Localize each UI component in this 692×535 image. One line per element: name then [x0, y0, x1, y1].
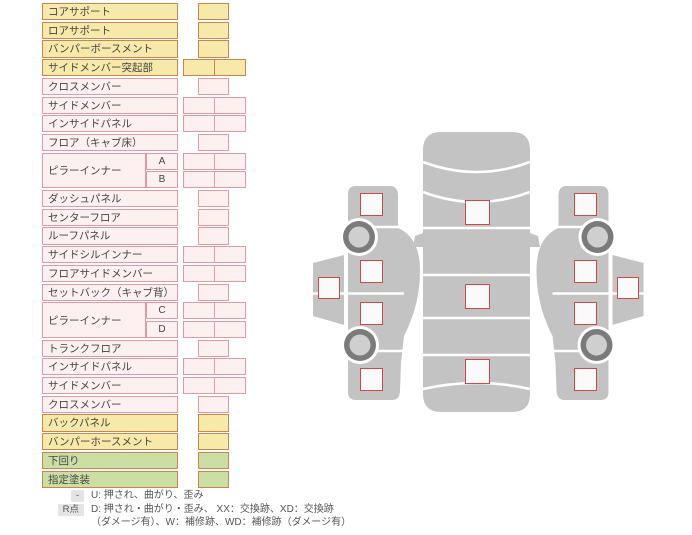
damage-cell-right[interactable]	[214, 358, 246, 376]
damage-cell[interactable]	[198, 77, 229, 95]
damage-cell[interactable]	[198, 395, 229, 413]
checkpoint-left-roof-side[interactable]	[318, 277, 340, 299]
damage-cell-right[interactable]	[214, 96, 246, 114]
legend-badge-rpoint: R点	[57, 504, 84, 516]
damage-cell-right[interactable]	[214, 152, 246, 170]
damage-cell[interactable]	[198, 3, 229, 21]
part-label: センターフロア	[42, 208, 178, 226]
damage-cell[interactable]	[198, 414, 229, 432]
part-label: ピラーインナー	[42, 152, 146, 189]
damage-cell-left[interactable]	[183, 59, 215, 77]
damage-cell-right[interactable]	[214, 171, 246, 189]
damage-cell-right[interactable]	[214, 377, 246, 395]
part-label: フロア（キャブ床）	[42, 133, 178, 152]
damage-cell[interactable]	[198, 40, 229, 58]
legend-line-2: （ダメージ有）、W：補修跡、WD：補修跡（ダメージ有）	[91, 517, 352, 528]
legend-row-rpoint: R点 D: 押され・曲がり・歪み、 XX：交換跡、XD：交換跡 （ダメージ有）、…	[40, 503, 351, 529]
part-label: クロスメンバー	[42, 77, 178, 95]
damage-cell[interactable]	[198, 190, 229, 208]
checkpoint-right-rear-fender[interactable]	[573, 368, 597, 391]
damage-cell-left[interactable]	[183, 302, 215, 320]
damage-cell-left[interactable]	[183, 171, 215, 189]
damage-cell-left[interactable]	[183, 264, 215, 282]
part-label: セットバック（キャブ背）	[42, 283, 178, 301]
damage-cell-left[interactable]	[183, 377, 215, 395]
damage-cell-left[interactable]	[183, 320, 215, 339]
wheel-right-rear-icon	[577, 326, 616, 364]
checkpoint-right-rear-door[interactable]	[573, 302, 597, 325]
part-label: インサイドパネル	[42, 358, 178, 376]
damage-cell[interactable]	[198, 227, 229, 245]
damage-cell-right[interactable]	[214, 320, 246, 339]
checkpoint-top-hood[interactable]	[465, 200, 490, 225]
part-label: ダッシュパネル	[42, 190, 178, 208]
part-label: バックパネル	[42, 414, 178, 432]
car-diagram-graphic	[311, 132, 646, 412]
checkpoint-top-trunk[interactable]	[465, 359, 490, 384]
damage-cell[interactable]	[198, 283, 229, 301]
part-sublabel: C	[146, 302, 178, 320]
checkpoint-right-front-fender[interactable]	[573, 193, 597, 216]
legend-badge-minus: -	[70, 490, 84, 502]
damage-cell-left[interactable]	[183, 152, 215, 170]
part-label: バンパーボースメント	[42, 40, 178, 58]
damage-cell[interactable]	[198, 208, 229, 226]
damage-cell[interactable]	[198, 133, 229, 152]
part-label: サイドメンバー	[42, 377, 178, 395]
damage-cell-right[interactable]	[214, 264, 246, 282]
part-label: 下回り	[42, 451, 178, 469]
checkpoint-right-roof-side[interactable]	[616, 277, 639, 299]
part-label: バンパーホースメント	[42, 433, 178, 451]
part-label: ロアサポート	[42, 21, 178, 39]
car-diagram	[300, 128, 692, 420]
wheel-left-front-icon	[340, 218, 378, 256]
checkpoint-right-front-door[interactable]	[573, 260, 597, 283]
checkpoint-left-front-fender[interactable]	[360, 193, 383, 216]
part-label: 指定塗装	[42, 470, 178, 488]
damage-cell[interactable]	[198, 470, 229, 488]
damage-cell[interactable]	[198, 451, 229, 469]
car-left-side-view	[311, 186, 422, 400]
damage-cell[interactable]	[198, 339, 229, 357]
part-label: コアサポート	[42, 3, 178, 21]
part-label: ピラーインナー	[42, 302, 146, 339]
wheel-right-front-icon	[578, 218, 617, 256]
damage-cell-left[interactable]	[183, 246, 215, 264]
part-label: クロスメンバー	[42, 395, 178, 413]
damage-cell-right[interactable]	[214, 115, 246, 133]
legend-row-u: - U: 押され、曲がり、歪み	[40, 489, 351, 502]
wheel-left-rear-icon	[341, 326, 379, 364]
part-sublabel: A	[146, 152, 178, 170]
mirror-left-icon	[413, 233, 423, 247]
car-top-view	[413, 132, 540, 412]
damage-cell-right[interactable]	[214, 59, 246, 77]
part-label: サイドシルインナー	[42, 246, 178, 264]
checkpoint-left-rear-door[interactable]	[360, 302, 383, 325]
part-label: インサイドパネル	[42, 115, 178, 133]
damage-cell[interactable]	[198, 21, 229, 39]
part-label: サイドメンバー突起部	[42, 59, 178, 77]
damage-cell-left[interactable]	[183, 358, 215, 376]
part-sublabel: D	[146, 320, 178, 339]
checkpoint-left-front-door[interactable]	[360, 260, 383, 283]
damage-cell-right[interactable]	[214, 246, 246, 264]
damage-cell-left[interactable]	[183, 115, 215, 133]
checkpoint-left-rear-fender[interactable]	[360, 368, 383, 391]
damage-cell-left[interactable]	[183, 96, 215, 114]
checkpoint-top-roof[interactable]	[465, 284, 490, 309]
part-sublabel: B	[146, 171, 178, 189]
damage-cell[interactable]	[198, 433, 229, 451]
part-label: ルーフパネル	[42, 227, 178, 245]
part-label: フロアサイドメンバー	[42, 264, 178, 282]
legend-line-1: D: 押され・曲がり・歪み、 XX：交換跡、XD：交換跡	[91, 504, 334, 515]
legend: - U: 押され、曲がり、歪み R点 D: 押され・曲がり・歪み、 XX：交換跡…	[40, 489, 351, 530]
legend-text-u: U: 押され、曲がり、歪み	[91, 490, 204, 501]
mirror-right-icon	[530, 233, 540, 247]
part-label: トランクフロア	[42, 339, 178, 357]
part-label: サイドメンバー	[42, 96, 178, 114]
parts-table: コアサポート ロアサポート バンパーボースメント サイドメンバー突起部 クロスメンバーサ…	[0, 0, 300, 535]
damage-cell-right[interactable]	[214, 302, 246, 320]
top-view-body	[423, 132, 530, 412]
